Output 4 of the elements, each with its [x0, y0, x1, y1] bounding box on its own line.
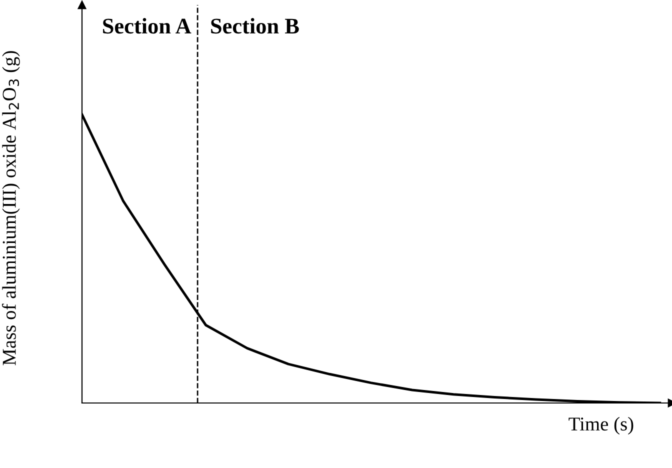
x-axis-title: Time (s) [568, 416, 634, 435]
text: Section B [211, 18, 299, 34]
y-axis-title: Mass of aluminium(III) oxide Al$_{2}$O$_{3}$ (g) [2, 51, 20, 366]
text: Section A [103, 18, 192, 34]
